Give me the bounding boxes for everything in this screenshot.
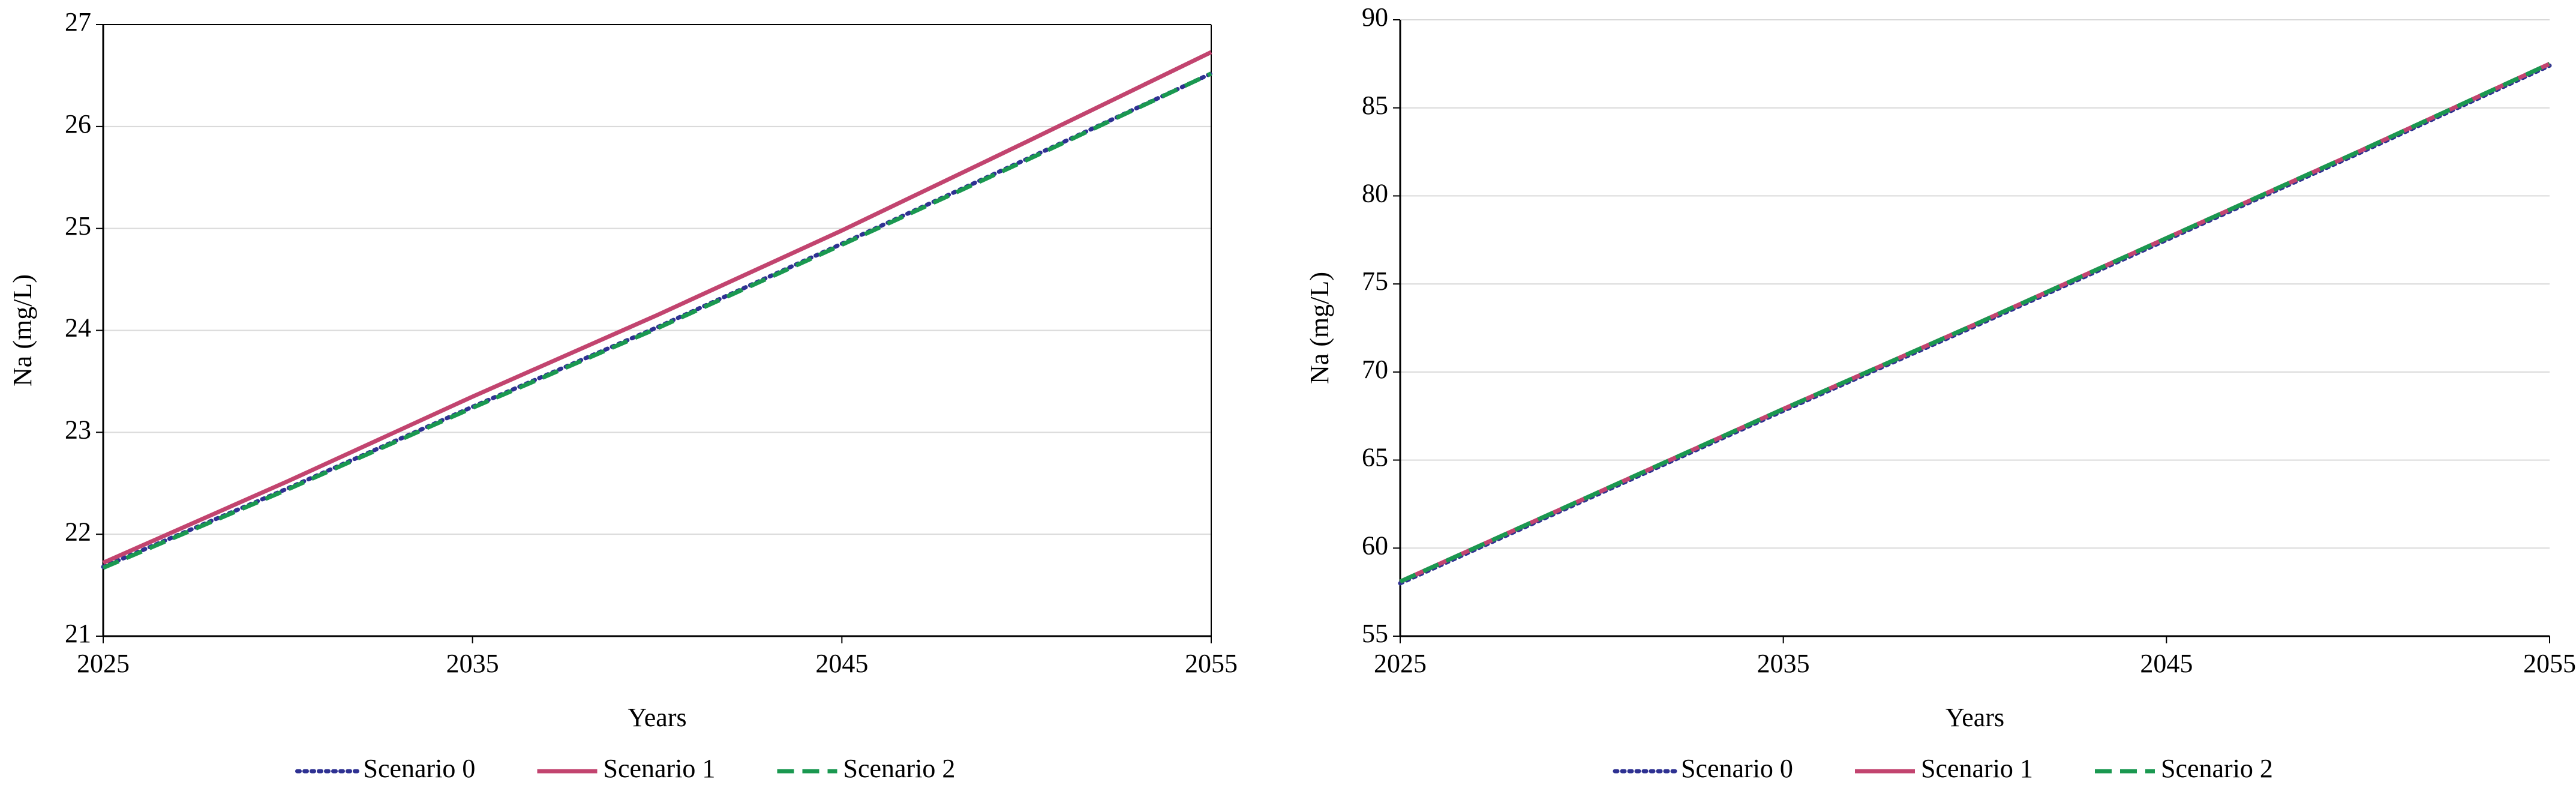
y-tick-label: 75 xyxy=(1362,266,1388,296)
y-tick-label: 60 xyxy=(1362,531,1388,560)
y-tick-label: 24 xyxy=(65,313,91,343)
series-line xyxy=(102,71,1212,570)
x-tick-label: 2025 xyxy=(1374,649,1427,678)
y-tick-label: 80 xyxy=(1362,179,1388,208)
series-line xyxy=(102,50,1212,565)
x-axis-label: Years xyxy=(1945,703,2004,732)
y-axis-label: Na (mg/L) xyxy=(8,274,37,386)
y-tick-label: 27 xyxy=(65,7,91,37)
legend-label: Scenario 0 xyxy=(1681,754,1793,783)
series-line xyxy=(101,71,1214,570)
legend-label: Scenario 2 xyxy=(843,754,956,783)
y-tick-label: 55 xyxy=(1362,619,1388,648)
x-tick-label: 2055 xyxy=(2523,649,2576,678)
legend-label: Scenario 2 xyxy=(2161,754,2273,783)
x-tick-label: 2045 xyxy=(2140,649,2193,678)
y-tick-label: 70 xyxy=(1362,355,1388,384)
x-tick-label: 2025 xyxy=(77,649,130,678)
x-tick-label: 2055 xyxy=(1185,649,1238,678)
y-tick-label: 25 xyxy=(65,211,91,241)
series-line xyxy=(1399,62,2551,584)
x-tick-label: 2045 xyxy=(815,649,868,678)
y-tick-label: 85 xyxy=(1362,91,1388,120)
y-tick-label: 26 xyxy=(65,109,91,139)
y-tick-label: 21 xyxy=(65,619,91,648)
y-axis-label: Na (mg/L) xyxy=(1305,272,1334,384)
y-tick-label: 23 xyxy=(65,415,91,444)
x-tick-label: 2035 xyxy=(446,649,499,678)
legend-label: Scenario 0 xyxy=(364,754,476,783)
y-tick-label: 22 xyxy=(65,517,91,546)
x-tick-label: 2035 xyxy=(1757,649,1810,678)
y-tick-label: 65 xyxy=(1362,443,1388,472)
y-tick-label: 90 xyxy=(1362,2,1388,32)
x-axis-label: Years xyxy=(628,703,686,732)
legend-label: Scenario 1 xyxy=(1921,754,2033,783)
legend-label: Scenario 1 xyxy=(604,754,716,783)
